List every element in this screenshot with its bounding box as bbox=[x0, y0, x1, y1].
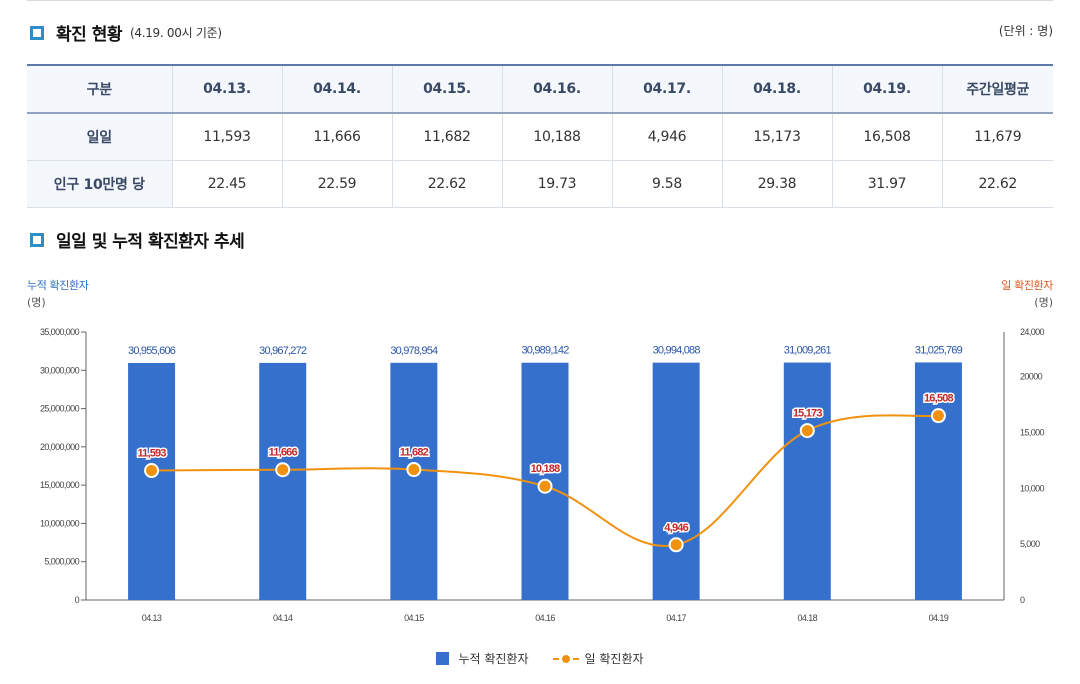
table-cell: 22.62 bbox=[391, 159, 503, 208]
table-header-cell: 04.14. bbox=[281, 64, 393, 114]
bar-cumulative bbox=[652, 362, 700, 600]
bar-value-label: 30,955,606 bbox=[128, 345, 176, 357]
status-table: 구분 04.13. 04.14. 04.15. 04.16. 04.17. 04… bbox=[27, 64, 1053, 208]
legend-label-cumulative: 누적 확진환자 bbox=[458, 652, 529, 666]
table-cell: 10,188 bbox=[501, 112, 613, 161]
table-header-cell: 04.17. bbox=[611, 64, 723, 114]
table-cell: 29.38 bbox=[721, 159, 833, 208]
point-daily bbox=[930, 408, 946, 424]
table-cell: 11,679 bbox=[941, 112, 1053, 161]
unit-label: (단위 : 명) bbox=[998, 24, 1053, 38]
left-axis-tick-label: 10,000,000 bbox=[40, 518, 80, 528]
legend-label-daily: 일 확진환자 bbox=[584, 652, 644, 666]
bar-value-label: 31,009,261 bbox=[784, 345, 832, 357]
left-axis-tick-label: 20,000,000 bbox=[40, 442, 80, 452]
bar-value-label: 30,967,272 bbox=[259, 345, 307, 357]
table-header-cell: 04.15. bbox=[391, 64, 503, 114]
table-cell: 31.97 bbox=[831, 159, 943, 208]
legend-line-swatch bbox=[552, 653, 579, 665]
right-axis-unit: (명) bbox=[1034, 296, 1053, 309]
table-header-cell: 04.13. bbox=[171, 64, 283, 114]
table-header-cell: 주간일평균 bbox=[941, 64, 1053, 114]
section-title-status: 확진 현황 bbox=[56, 25, 122, 45]
chart-legend: 누적 확진환자 일 확진환자 bbox=[0, 650, 1080, 667]
right-axis-title: 일 확진환자 bbox=[1001, 279, 1053, 292]
bar-cumulative bbox=[259, 362, 307, 600]
bar-cumulative bbox=[914, 362, 962, 600]
left-axis-tick-label: 5,000,000 bbox=[44, 557, 79, 567]
table-row-per-100k: 인구 10만명 당 22.45 22.59 22.62 19.73 9.58 2… bbox=[27, 159, 1053, 208]
x-axis-tick-label: 04.18 bbox=[798, 613, 818, 623]
x-axis-tick-label: 04.14 bbox=[273, 613, 293, 623]
left-axis-tick-label: 0 bbox=[75, 595, 80, 605]
point-daily bbox=[537, 478, 553, 494]
table-cell: 9.58 bbox=[611, 159, 723, 208]
section-header-status: 확진 현황 (4.19. 00시 기준) bbox=[30, 20, 222, 45]
top-divider bbox=[27, 0, 1053, 1]
legend-item-cumulative[interactable]: 누적 확진환자 bbox=[436, 650, 529, 667]
left-axis-tick-label: 25,000,000 bbox=[40, 404, 80, 414]
point-value-label: 4,946 bbox=[664, 522, 688, 534]
square-bullet-icon bbox=[30, 232, 44, 247]
point-value-label: 11,682 bbox=[400, 447, 429, 459]
left-axis-unit: (명) bbox=[27, 296, 46, 309]
right-axis-tick-label: 10,000 bbox=[1020, 483, 1045, 493]
bar-value-label: 30,978,954 bbox=[390, 345, 438, 357]
x-axis-tick-label: 04.15 bbox=[404, 613, 424, 623]
table-header-cell: 04.18. bbox=[721, 64, 833, 114]
point-value-label: 10,188 bbox=[531, 463, 561, 475]
bar-value-label: 31,025,769 bbox=[915, 344, 963, 356]
point-daily bbox=[799, 423, 815, 439]
bar-cumulative bbox=[783, 362, 831, 600]
right-axis-tick-label: 24,000 bbox=[1020, 327, 1045, 337]
point-daily bbox=[144, 463, 160, 479]
legend-bar-swatch bbox=[436, 652, 450, 665]
bar-cumulative bbox=[128, 362, 176, 600]
table-header-cell: 구분 bbox=[27, 64, 173, 114]
left-axis-tick-label: 15,000,000 bbox=[40, 480, 80, 490]
table-cell: 4,946 bbox=[611, 112, 723, 161]
point-value-label: 11,593 bbox=[137, 448, 166, 460]
table-header-cell: 04.16. bbox=[501, 64, 613, 114]
x-axis-tick-label: 04.19 bbox=[929, 613, 949, 623]
table-cell: 22.59 bbox=[281, 159, 393, 208]
table-cell: 11,666 bbox=[281, 112, 393, 161]
right-axis-tick-label: 0 bbox=[1020, 595, 1025, 605]
table-cell: 11,593 bbox=[171, 112, 283, 161]
section-subtitle-basis: (4.19. 00시 기준) bbox=[129, 26, 222, 40]
point-daily bbox=[668, 537, 684, 553]
point-daily bbox=[406, 462, 422, 478]
table-row-label: 인구 10만명 당 bbox=[27, 159, 173, 208]
point-daily bbox=[275, 462, 291, 478]
table-cell: 19.73 bbox=[501, 159, 613, 208]
right-axis-tick-label: 15,000 bbox=[1020, 428, 1045, 438]
left-axis-tick-label: 30,000,000 bbox=[40, 365, 80, 375]
right-axis-tick-label: 5,000 bbox=[1020, 539, 1040, 549]
point-value-label: 16,508 bbox=[924, 393, 954, 405]
bar-value-label: 30,989,142 bbox=[521, 345, 569, 357]
x-axis-tick-label: 04.17 bbox=[666, 613, 686, 623]
legend-item-daily[interactable]: 일 확진환자 bbox=[552, 650, 644, 667]
section-title-trend: 일일 및 누적 확진환자 추세 bbox=[56, 232, 245, 252]
bar-cumulative bbox=[390, 362, 438, 600]
table-cell: 16,508 bbox=[831, 112, 943, 161]
point-value-label: 11,666 bbox=[269, 447, 298, 459]
table-row-label: 일일 bbox=[27, 112, 173, 161]
table-cell: 22.45 bbox=[171, 159, 283, 208]
right-axis-tick-label: 20000 bbox=[1020, 372, 1043, 382]
square-bullet-icon bbox=[30, 25, 44, 40]
section-header-trend: 일일 및 누적 확진환자 추세 bbox=[30, 227, 245, 252]
bar-value-label: 30,994,088 bbox=[653, 345, 701, 357]
left-axis-tick-label: 35,000,000 bbox=[40, 327, 80, 337]
point-value-label: 15,173 bbox=[793, 408, 823, 420]
table-cell: 22.62 bbox=[941, 159, 1053, 208]
left-axis-title: 누적 확진환자 bbox=[27, 279, 89, 292]
x-axis-tick-label: 04.13 bbox=[142, 613, 162, 623]
table-header-row: 구분 04.13. 04.14. 04.15. 04.16. 04.17. 04… bbox=[27, 64, 1053, 114]
table-cell: 15,173 bbox=[721, 112, 833, 161]
x-axis-tick-label: 04.16 bbox=[535, 613, 555, 623]
